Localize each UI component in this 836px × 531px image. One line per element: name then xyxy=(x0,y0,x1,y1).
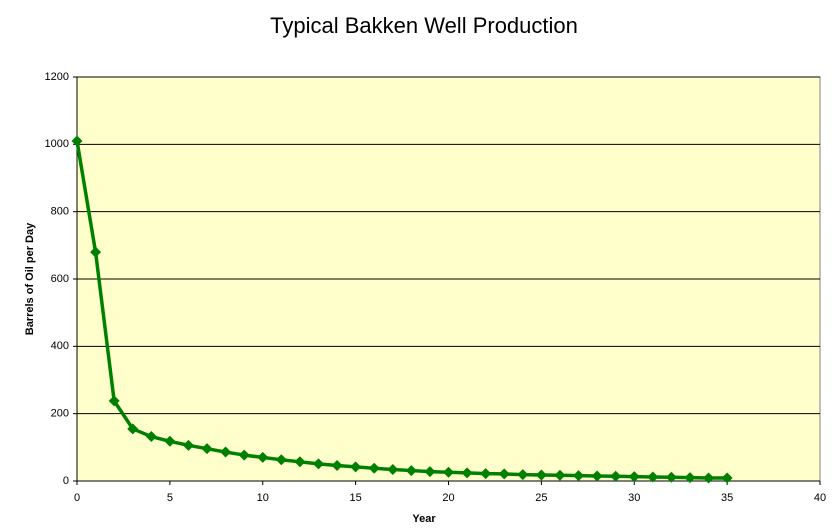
data-point xyxy=(182,439,194,451)
data-point xyxy=(294,456,306,468)
y-tick-label: 0 xyxy=(63,475,69,487)
data-point xyxy=(164,435,176,447)
y-tick-label: 400 xyxy=(51,340,69,352)
data-point xyxy=(71,135,83,147)
data-point xyxy=(201,443,213,455)
x-tick-label: 25 xyxy=(535,492,547,504)
data-point xyxy=(517,469,529,481)
y-tick-label: 1000 xyxy=(45,138,69,150)
data-point xyxy=(238,449,250,461)
data-point xyxy=(108,395,120,407)
x-tick-label: 40 xyxy=(814,492,826,504)
y-tick-label: 200 xyxy=(51,408,69,420)
data-point xyxy=(405,465,417,477)
data-point xyxy=(461,467,473,479)
data-point xyxy=(591,470,603,482)
data-point xyxy=(127,423,139,435)
y-axis-title: Barrels of Oil per Day xyxy=(24,222,36,335)
data-point xyxy=(331,460,343,472)
data-point xyxy=(554,469,566,481)
data-point xyxy=(647,471,659,483)
x-axis-title: Year xyxy=(412,513,436,525)
data-point xyxy=(90,246,102,258)
y-tick-label: 1200 xyxy=(45,71,69,83)
data-point xyxy=(350,461,362,473)
data-point xyxy=(498,468,510,480)
data-point xyxy=(610,470,622,482)
x-tick-label: 15 xyxy=(350,492,362,504)
data-point xyxy=(535,469,547,481)
data-point xyxy=(628,471,640,483)
x-tick-label: 30 xyxy=(628,492,640,504)
y-tick-label: 600 xyxy=(51,273,69,285)
data-point xyxy=(480,468,492,480)
x-tick-label: 0 xyxy=(74,492,80,504)
data-point xyxy=(275,454,287,466)
x-tick-label: 20 xyxy=(442,492,454,504)
x-tick-label: 5 xyxy=(167,492,173,504)
x-tick-label: 35 xyxy=(721,492,733,504)
data-point xyxy=(424,466,436,478)
data-point xyxy=(703,472,715,484)
data-point xyxy=(573,470,585,482)
data-point xyxy=(443,466,454,478)
data-point xyxy=(368,462,380,474)
x-tick-label: 10 xyxy=(257,492,269,504)
data-point xyxy=(665,471,677,483)
data-point xyxy=(721,472,733,484)
data-point xyxy=(312,458,324,470)
y-tick-label: 800 xyxy=(51,206,69,218)
data-point xyxy=(387,464,399,476)
data-point xyxy=(145,431,157,443)
chart-title: Typical Bakken Well Production xyxy=(270,13,578,38)
data-point xyxy=(684,472,696,484)
data-point xyxy=(220,446,232,458)
data-point xyxy=(257,451,269,463)
